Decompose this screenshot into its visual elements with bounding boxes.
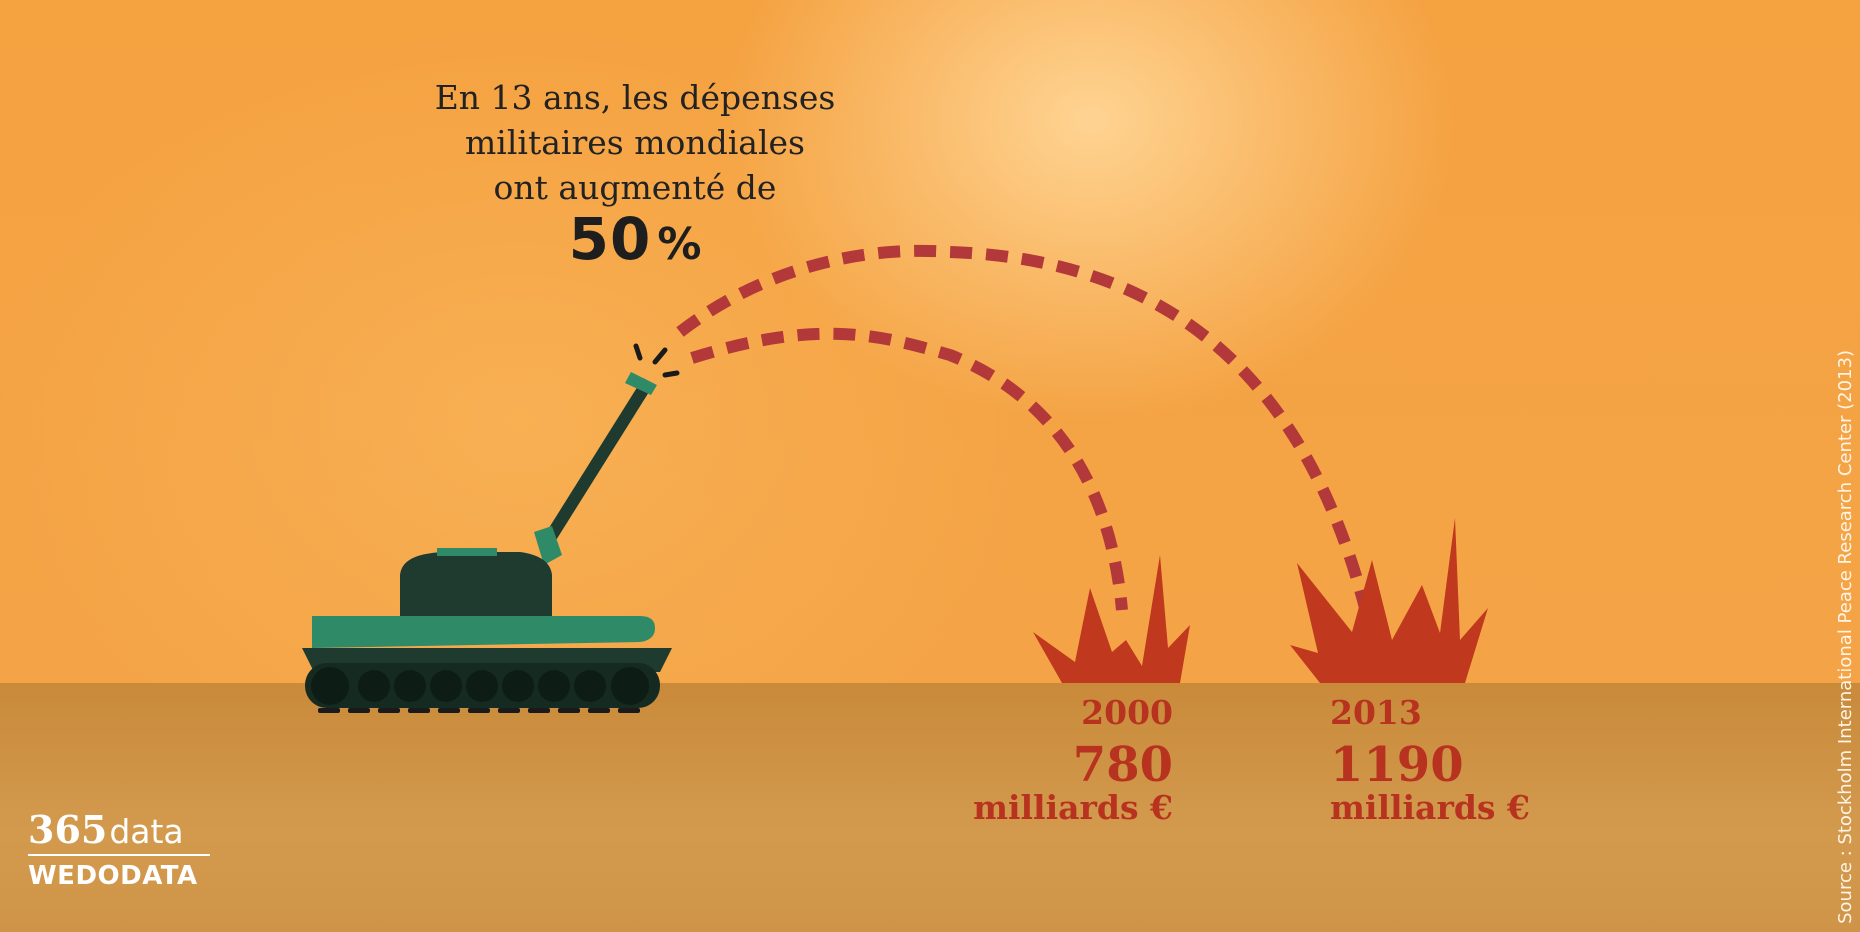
headline-line-3: ont augmenté de (493, 168, 777, 207)
percent-increase: 50% (400, 205, 870, 273)
explosion-icon-2013 (1290, 518, 1488, 683)
stat-2013: 2013 1190 milliards € (1330, 695, 1590, 825)
brand-logo: 365 data WEDODATA (28, 810, 210, 892)
trajectory-arc-2013 (676, 244, 1376, 630)
trajectory-arc-2000 (690, 327, 1128, 611)
tank-icon (302, 343, 680, 713)
explosion-icon-2000 (1033, 555, 1190, 683)
ground (0, 683, 1860, 932)
headline: En 13 ans, les dépenses militaires mondi… (400, 75, 870, 210)
percent-sign: % (657, 219, 702, 270)
source-note: Source : Stockholm International Peace R… (1835, 350, 1856, 924)
logo-brand: WEDODATA (28, 861, 198, 891)
stat-unit: milliards € (973, 788, 1173, 827)
stat-amount: 1190 (1330, 737, 1464, 793)
stat-year: 2013 (1330, 693, 1422, 732)
stat-year: 2000 (1081, 693, 1173, 732)
stat-unit: milliards € (1330, 788, 1530, 827)
percent-value: 50 (568, 205, 652, 273)
stat-2000: 2000 780 milliards € (960, 695, 1173, 825)
headline-line-1: En 13 ans, les dépenses (434, 78, 836, 117)
logo-word: data (109, 812, 184, 851)
logo-number: 365 (28, 807, 108, 852)
stat-amount: 780 (1072, 737, 1173, 793)
headline-line-2: militaires mondiales (465, 123, 805, 162)
